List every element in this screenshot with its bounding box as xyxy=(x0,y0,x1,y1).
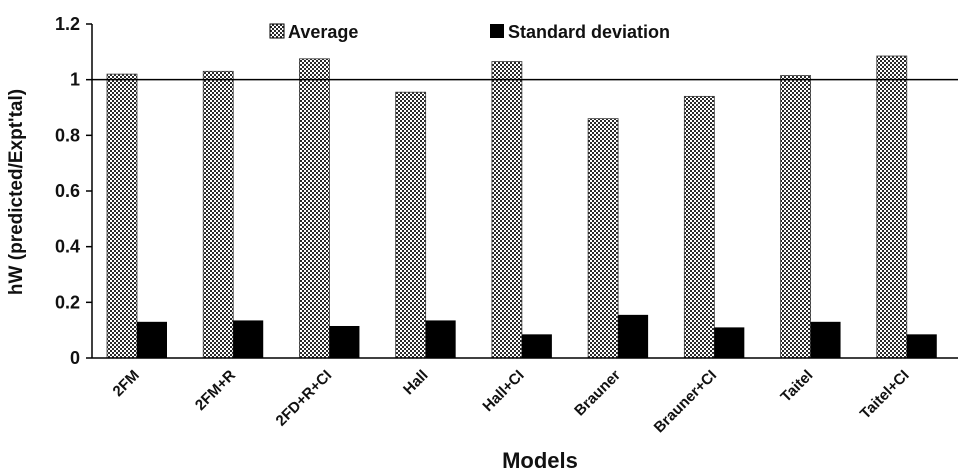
x-tick-label: Hall+CI xyxy=(479,367,527,415)
bar-average xyxy=(780,75,811,359)
legend-label-average: Average xyxy=(288,22,358,42)
x-tick-label: 2FM xyxy=(110,367,143,400)
y-tick-label: 0.4 xyxy=(55,237,80,257)
x-tick-label: 2FM+R xyxy=(192,367,239,414)
bar-standard-deviation xyxy=(618,314,649,358)
x-tick-label: Hall xyxy=(400,367,431,398)
bar-average xyxy=(106,73,138,359)
y-tick-label: 0.2 xyxy=(55,292,80,312)
y-tick-label: 0 xyxy=(70,348,80,368)
bar-standard-deviation xyxy=(810,321,841,358)
legend-swatch-standard-deviation xyxy=(490,24,504,38)
x-tick-label: Brauner+CI xyxy=(651,367,720,436)
bar-standard-deviation xyxy=(329,325,360,358)
legend-swatch-average xyxy=(269,23,285,39)
legend-label-standard-deviation: Standard deviation xyxy=(508,22,670,42)
x-axis-title: Models xyxy=(502,448,578,473)
y-tick-label: 0.6 xyxy=(55,181,80,201)
legend: Average Standard deviation xyxy=(269,22,670,42)
bar-average xyxy=(395,91,427,359)
bar-standard-deviation xyxy=(137,321,167,358)
bar-average xyxy=(876,55,908,359)
bar-standard-deviation xyxy=(521,334,552,358)
y-tick-label: 1.2 xyxy=(55,14,80,34)
bar-average xyxy=(202,70,234,359)
bar-average xyxy=(491,61,523,359)
plot-area: 0 0.2 0.4 0.6 0.8 1 1.2 2FM 2FM+R 2FD+R+CI Hall Hal… xyxy=(55,14,958,436)
y-tick-label: 1 xyxy=(70,70,80,90)
x-tick-label: 2FD+R+CI xyxy=(273,367,336,430)
bar-average xyxy=(587,118,619,359)
bar-standard-deviation xyxy=(425,320,456,358)
bar-standard-deviation xyxy=(906,334,937,358)
y-tick-label: 0.8 xyxy=(55,125,80,145)
y-axis-title: hW (predicted/Expt'tal) xyxy=(6,89,27,295)
bar-average xyxy=(299,58,330,359)
bar-standard-deviation xyxy=(233,320,264,358)
x-tick-label: Taitel xyxy=(777,367,816,406)
bar-average xyxy=(683,95,715,359)
bar-standard-deviation xyxy=(714,327,745,358)
x-tick-label: Taitel+CI xyxy=(857,367,913,423)
x-tick-label: Brauner xyxy=(571,367,624,420)
